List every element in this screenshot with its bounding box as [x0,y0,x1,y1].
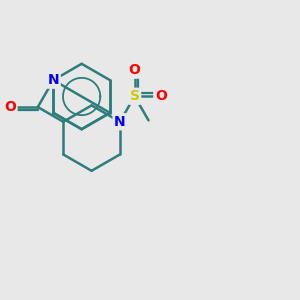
Text: O: O [155,89,167,103]
Text: O: O [129,63,141,77]
Text: N: N [47,73,59,87]
Text: O: O [4,100,16,114]
Text: N: N [114,115,126,129]
Text: S: S [130,89,140,103]
